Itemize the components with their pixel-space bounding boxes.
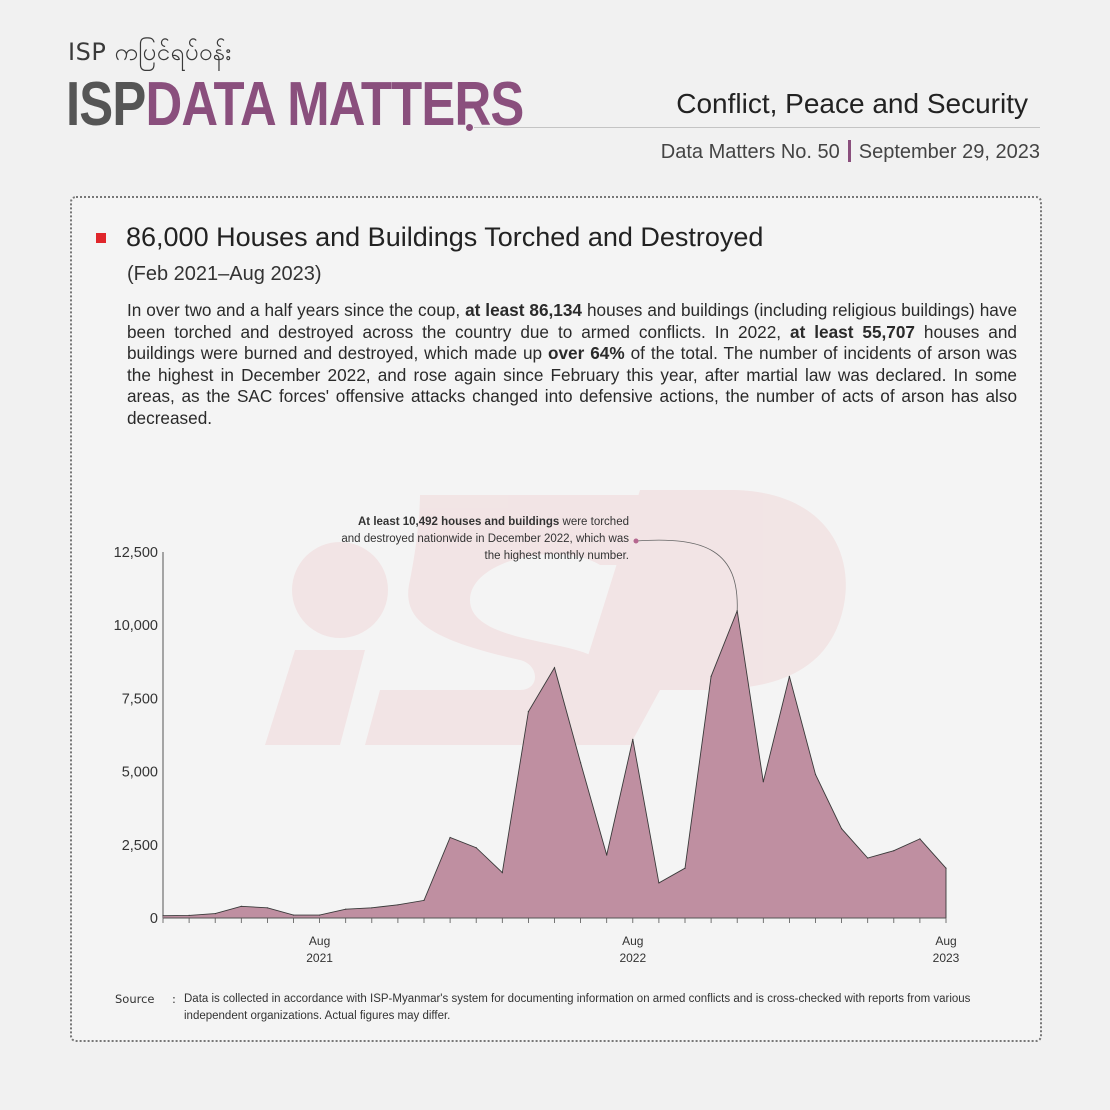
data-point — [371, 907, 373, 909]
logo-dot — [466, 124, 473, 131]
header-rule — [474, 127, 1040, 128]
data-point — [684, 867, 686, 869]
body-bold-2: at least 55,707 — [790, 321, 915, 342]
data-point — [788, 675, 791, 678]
data-point — [501, 872, 503, 874]
logo: ISPDATA MATTERS — [66, 74, 524, 136]
area-outline — [162, 609, 947, 918]
data-point — [814, 773, 817, 776]
data-point — [606, 854, 608, 856]
area-series — [162, 609, 947, 918]
data-point — [841, 828, 843, 830]
issue-line: Data Matters No. 50 September 29, 2023 — [661, 140, 1040, 164]
data-point — [397, 904, 399, 906]
article-body: In over two and a half years since the c… — [127, 300, 1017, 430]
source-label: Source — [115, 992, 155, 1006]
data-point — [214, 913, 216, 915]
data-point — [449, 836, 451, 839]
data-point — [710, 675, 712, 678]
data-point — [867, 857, 869, 859]
source-colon: : — [172, 992, 176, 1006]
y-tick-label: 2,500 — [122, 838, 158, 854]
data-point — [919, 838, 921, 840]
annotation: At least 10,492 houses and buildings wer… — [341, 516, 738, 611]
data-point — [527, 711, 530, 713]
data-point — [240, 905, 242, 907]
data-point — [475, 847, 477, 849]
x-tick-label-year: 2022 — [619, 951, 646, 965]
data-point — [188, 914, 190, 917]
y-tick-label: 7,500 — [122, 691, 158, 707]
data-point — [162, 915, 164, 917]
body-text-3: houses and buildings were burned and des… — [127, 321, 1017, 364]
annotation-line-1: At least 10,492 houses and buildings wer… — [358, 516, 629, 528]
x-axis: Aug 2021 Aug 2022 Aug 2023 — [162, 917, 960, 965]
data-point — [423, 899, 425, 902]
annotation-line-2: and destroyed nationwide in December 202… — [341, 533, 629, 545]
body-bold-3: over 64% — [548, 343, 625, 364]
logo-isp: ISP — [66, 70, 146, 139]
source-text: Data is collected in accordance with ISP… — [184, 993, 971, 1022]
y-tick-label: 12,500 — [114, 545, 158, 561]
annotation-dot — [633, 538, 639, 544]
data-point — [292, 914, 295, 916]
body-text-4: of the total. The number of incidents of… — [127, 343, 1018, 428]
article-subtitle: (Feb 2021–Aug 2023) — [127, 263, 322, 285]
y-tick-label: 5,000 — [122, 765, 158, 781]
data-point — [345, 908, 347, 910]
data-point — [945, 867, 947, 869]
data-point — [632, 738, 634, 741]
data-point — [762, 781, 764, 783]
area-fill — [163, 610, 946, 918]
issue-date: September 29, 2023 — [858, 141, 1040, 163]
x-tick-label-year: 2023 — [933, 951, 960, 965]
title-bullet — [96, 233, 106, 243]
annotation-bold: At least 10,492 houses and buildings — [358, 516, 559, 528]
annotation-connector — [635, 539, 738, 611]
issue-separator — [847, 140, 851, 162]
y-tick-label: 0 — [150, 911, 158, 927]
data-point — [266, 907, 268, 909]
annotation-rest: were torched — [559, 516, 629, 528]
x-tick-label-month: Aug — [622, 934, 643, 948]
logo-data-matters: DATA MATTERS — [145, 70, 524, 139]
brand-myanmar-name: ISP ကပြင်ရပ်ဝန်း — [68, 38, 232, 66]
data-point — [580, 762, 582, 764]
data-point — [893, 850, 895, 852]
body-text-1: In over two and a half years since the c… — [127, 300, 466, 320]
x-tick-label-month: Aug — [935, 934, 956, 948]
data-point — [658, 882, 660, 884]
x-tick-label-month: Aug — [309, 934, 330, 948]
y-axis: 0 2,500 5,000 7,500 10,000 12,500 — [114, 545, 164, 927]
annotation-line-3: the highest monthly number. — [485, 550, 629, 562]
body-text-2: houses and buildings (including religiou… — [127, 300, 1018, 342]
x-tick-label-year: 2021 — [306, 951, 333, 965]
watermark-logo — [265, 490, 846, 745]
category-title: Conflict, Peace and Security — [676, 88, 1028, 119]
data-point — [319, 914, 321, 916]
body-bold-1: at least 86,134 — [465, 300, 582, 320]
issue-number: Data Matters No. 50 — [660, 141, 840, 163]
data-point — [553, 667, 556, 669]
y-tick-label: 10,000 — [114, 618, 158, 634]
article-title: 86,000 Houses and Buildings Torched and … — [126, 222, 764, 252]
